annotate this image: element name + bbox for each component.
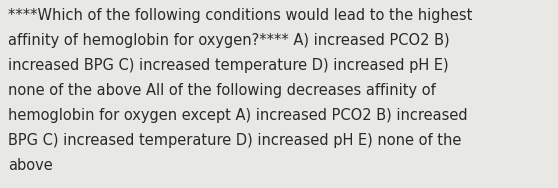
Text: increased BPG C) increased temperature D) increased pH E): increased BPG C) increased temperature D…	[8, 58, 449, 74]
Text: affinity of hemoglobin for oxygen?**** A) increased PCO2 B): affinity of hemoglobin for oxygen?**** A…	[8, 33, 449, 49]
Text: above: above	[8, 158, 52, 174]
Text: none of the above All of the following decreases affinity of: none of the above All of the following d…	[8, 83, 436, 99]
Text: BPG C) increased temperature D) increased pH E) none of the: BPG C) increased temperature D) increase…	[8, 133, 461, 149]
Text: hemoglobin for oxygen except A) increased PCO2 B) increased: hemoglobin for oxygen except A) increase…	[8, 108, 468, 124]
Text: ****Which of the following conditions would lead to the highest: ****Which of the following conditions wo…	[8, 8, 472, 24]
